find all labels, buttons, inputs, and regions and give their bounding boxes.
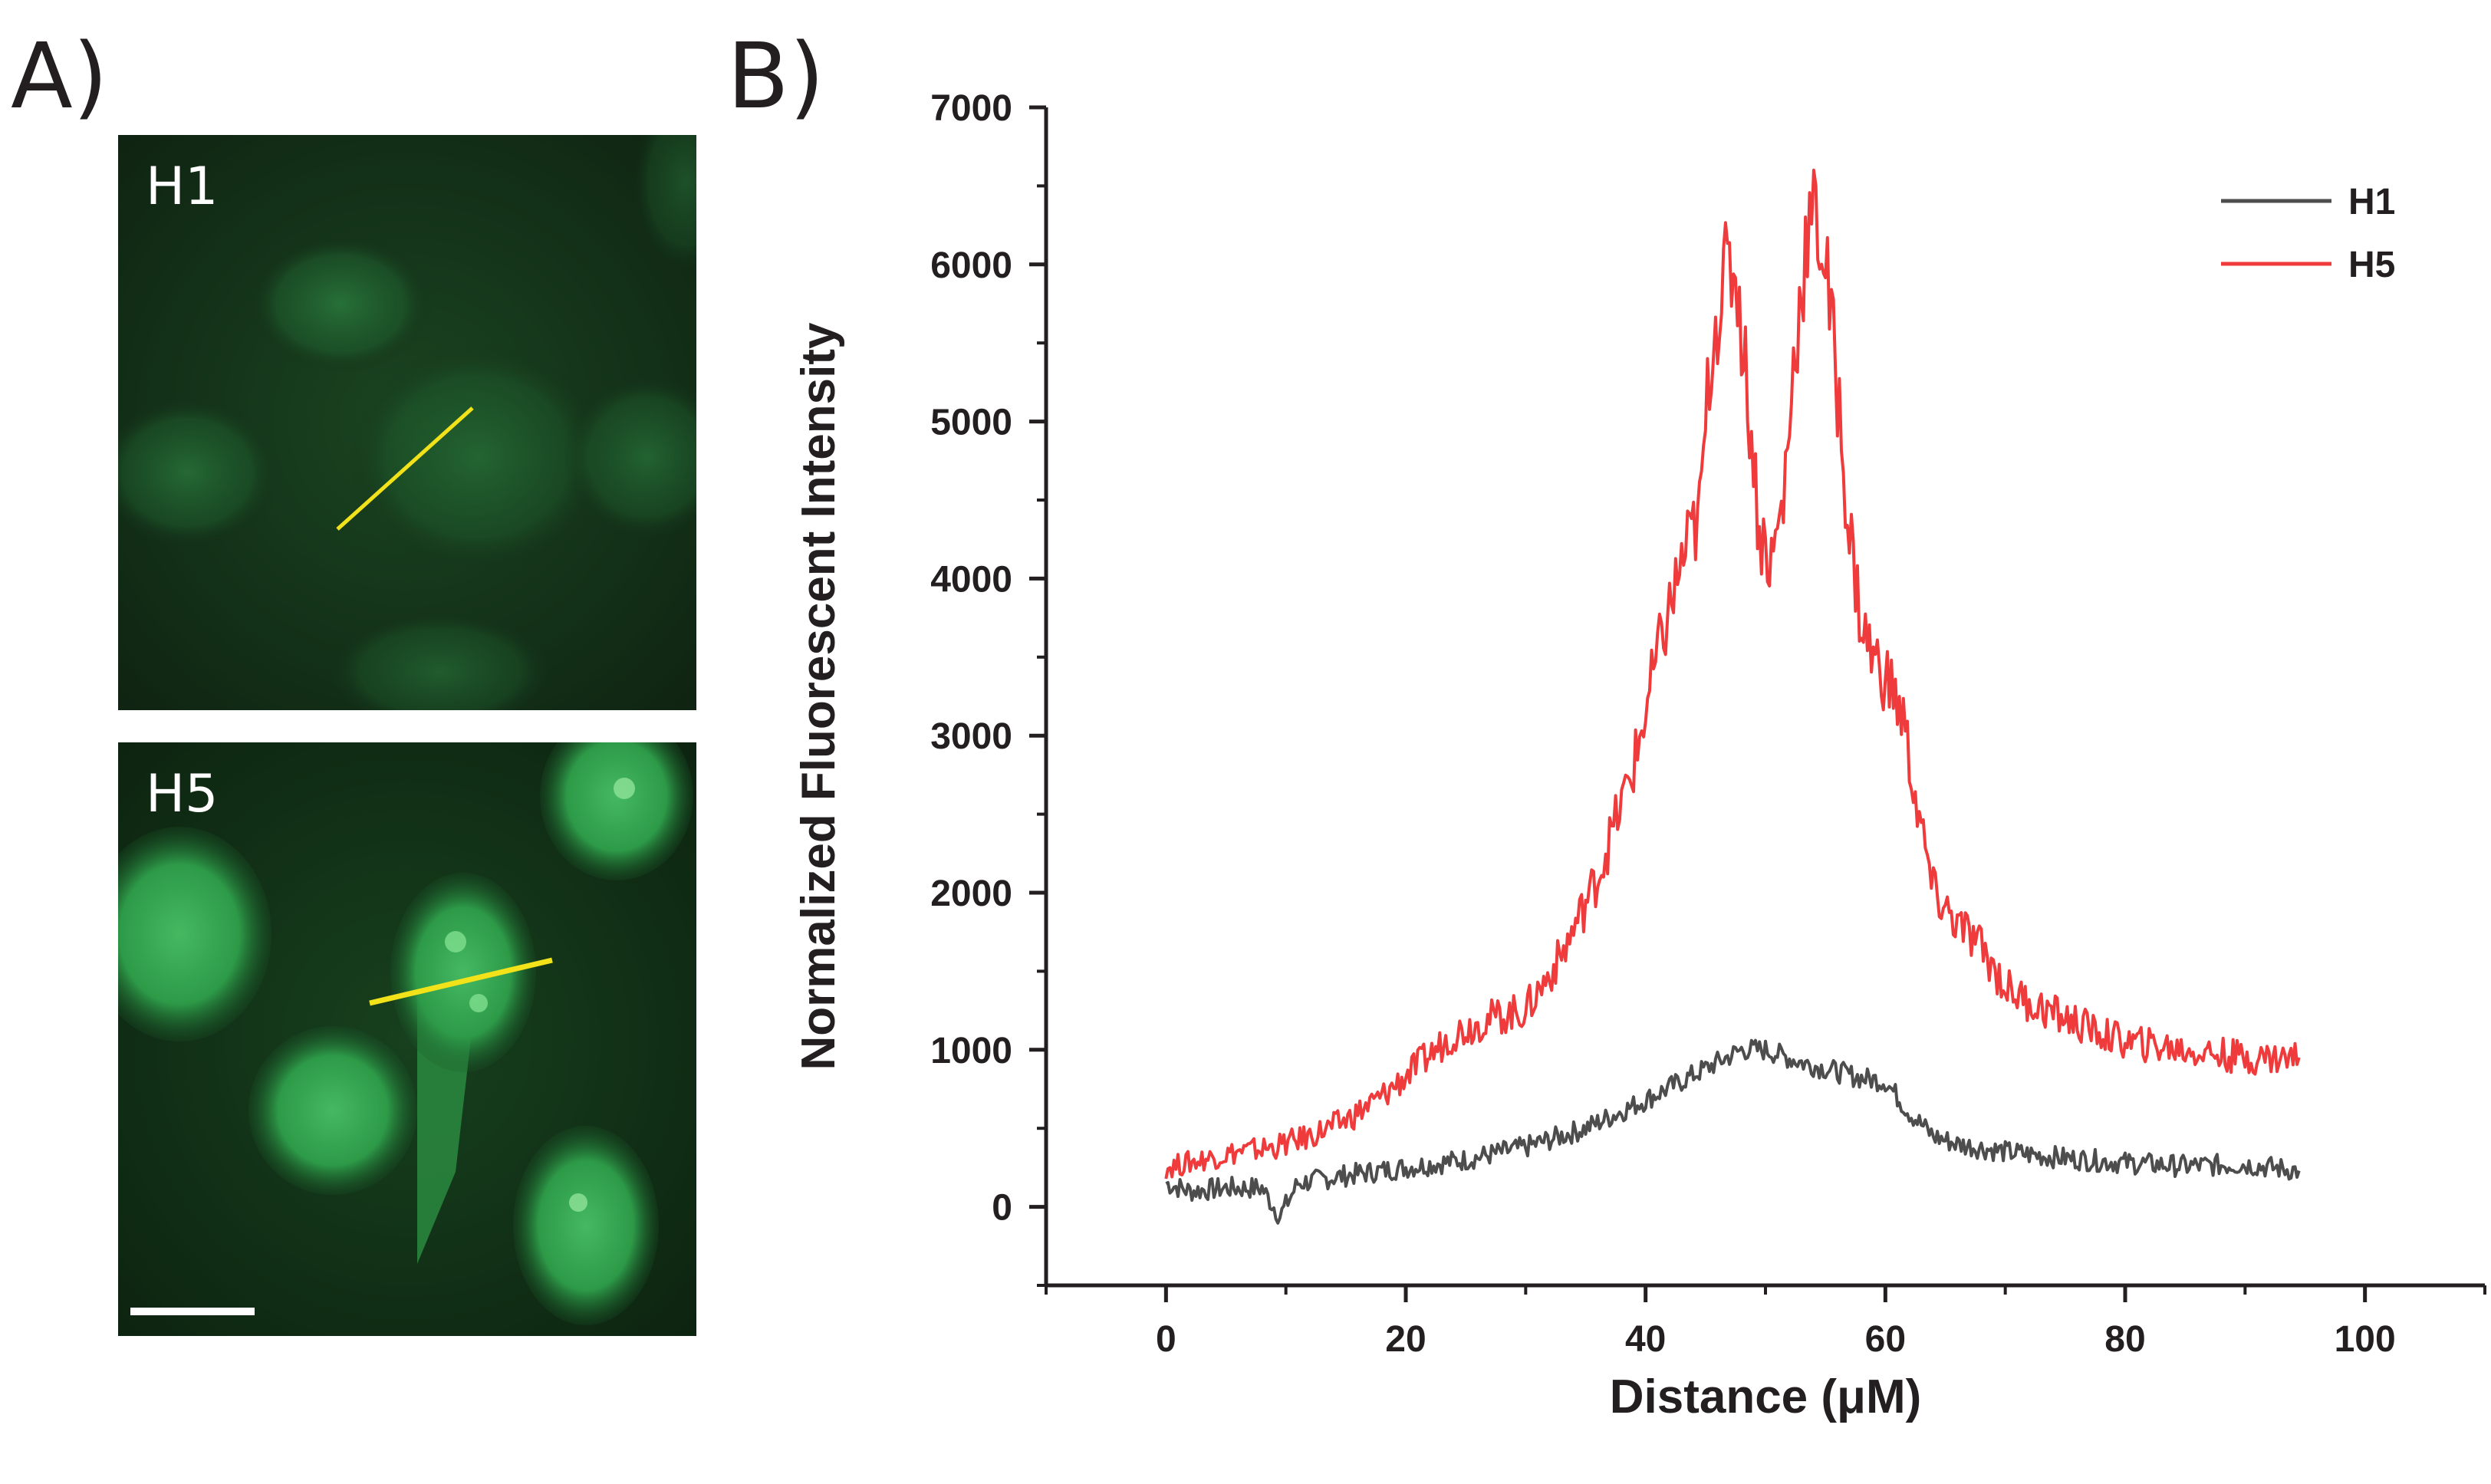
panel-a-label: A): [11, 23, 108, 129]
cell-blob: [325, 610, 555, 710]
y-tick-label: 2000: [930, 874, 1012, 914]
cell-nucleus: [118, 827, 271, 1041]
cell-nucleus: [248, 1026, 417, 1195]
chart-axes: 0 1000 2000 3000 4000 5000 6000 7000 0 20 40 60 80 10…: [930, 88, 2486, 1360]
y-tick-label: 5000: [930, 403, 1012, 443]
legend-label-h5: H5: [2348, 245, 2395, 285]
chart-legend: H1 H5: [2221, 182, 2395, 285]
cell-nucleus: [540, 742, 693, 880]
panel-b-label: B): [727, 23, 824, 129]
cell-nucleus: [513, 1126, 659, 1325]
x-tick-label: 20: [1385, 1319, 1426, 1360]
micrograph-h5: H5: [118, 742, 696, 1336]
line-profile-marker: [336, 406, 474, 531]
nucleolus-spot: [614, 778, 635, 799]
x-tick-label: 100: [2335, 1319, 2396, 1360]
micrograph-h1-image: [118, 135, 696, 710]
micrograph-h5-label: H5: [146, 764, 219, 824]
micrograph-h1-label: H1: [146, 156, 219, 217]
cell-blob: [563, 373, 696, 541]
y-tick-label: 6000: [930, 245, 1012, 286]
y-tick-label: 0: [992, 1188, 1012, 1229]
x-tick-label: 40: [1625, 1319, 1666, 1360]
x-tick-label: 0: [1156, 1319, 1176, 1360]
cell-blob: [348, 342, 609, 572]
cell-blob: [632, 135, 696, 273]
y-tick-label: 1000: [930, 1031, 1012, 1071]
nucleolus-spot: [445, 931, 466, 953]
series-line-h5: [1164, 168, 2301, 1180]
micrograph-h5-image: [118, 742, 696, 1336]
x-tick-label: 80: [2104, 1319, 2145, 1360]
x-axis-title: Distance (μM): [1610, 1370, 1922, 1423]
chart-series: [1164, 168, 2301, 1225]
y-tick-label: 4000: [930, 559, 1012, 600]
cell-blob: [118, 396, 279, 549]
y-axis-title: Normalized Fluorescent Intensity: [792, 322, 845, 1071]
series-line-h1: [1165, 1038, 2301, 1225]
x-tick-label: 60: [1865, 1319, 1906, 1360]
nucleolus-spot: [569, 1193, 587, 1212]
y-tick-label: 7000: [930, 88, 1012, 129]
cell-blob: [248, 235, 433, 373]
micrograph-h1: H1: [118, 135, 696, 710]
nucleolus-spot: [469, 994, 488, 1012]
line-profile-marker: [369, 957, 553, 1006]
y-tick-label: 3000: [930, 716, 1012, 757]
cell-nucleus: [390, 873, 536, 1072]
legend-label-h1: H1: [2348, 182, 2395, 222]
